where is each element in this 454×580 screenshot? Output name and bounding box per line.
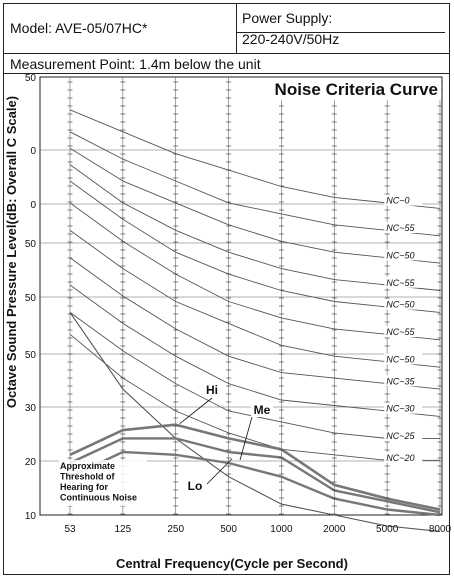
x-tick-label: 250 [167, 524, 184, 535]
spec-sheet: Model: AVE-05/07HC* Power Supply: 220-24… [3, 3, 450, 575]
nc-curve-label: NC~50 [386, 250, 414, 260]
nc-curve-label: NC~25 [386, 431, 415, 441]
nc-label-background [384, 375, 423, 387]
y-tick-label: 50 [25, 239, 37, 250]
x-tick-label: 125 [115, 524, 132, 535]
nc-label-background [384, 298, 423, 310]
x-tick-label: 500 [220, 524, 237, 535]
series-lo-label: Lo [188, 479, 203, 493]
nc-label-background [384, 222, 423, 234]
nc-curve [69, 109, 441, 209]
x-tick-label: 53 [64, 524, 76, 535]
lo-leader [206, 458, 233, 485]
nc-curve-label: NC~30 [386, 404, 414, 414]
measurement-point: Measurement Point: 1.4m below the unit [10, 56, 261, 72]
power-supply-label: Power Supply: [242, 10, 333, 26]
nc-curve-label: NC~0 [386, 196, 409, 206]
header-divider [236, 4, 237, 54]
nc-curve-label: NC~50 [386, 300, 414, 310]
series-lo-line [69, 450, 441, 517]
y-tick-label: 0 [30, 200, 36, 211]
y-tick-label: 50 [25, 73, 37, 84]
nc-curve [69, 202, 441, 341]
nc-curve-label: NC~35 [386, 376, 415, 386]
nc-curve [69, 164, 441, 291]
nc-label-background [384, 249, 423, 261]
lo-label-background [181, 478, 209, 493]
header-row: Model: AVE-05/07HC* Power Supply: 220-24… [4, 4, 449, 54]
y-tick-label: 10 [25, 511, 37, 522]
nc-curve [69, 284, 441, 417]
x-axis-label: Central Frequency(Cycle per Second) [116, 556, 348, 571]
series-hi-line [69, 423, 441, 511]
nc-label-background [384, 402, 423, 414]
threshold-label-line: Approximate [60, 461, 115, 471]
series-hi-label: Hi [206, 383, 218, 397]
me-leader [239, 416, 253, 461]
y-tick-label: 50 [25, 293, 37, 304]
nc-curve-label: NC~55 [386, 278, 415, 288]
me-label-background [251, 403, 273, 417]
x-tick-label: 2000 [323, 524, 346, 535]
power-supply-value: 220-240V/50Hz [242, 31, 340, 47]
power-supply-cell: Power Supply: 220-240V/50Hz [236, 8, 445, 50]
model-label: Model: AVE-05/07HC* [10, 20, 148, 36]
x-tick-label: 5000 [376, 524, 399, 535]
y-axis-label: Octave Sound Pressure Level(dB: Overall … [4, 96, 19, 408]
nc-label-background [384, 353, 423, 365]
series-me-line [69, 437, 441, 514]
nc-label-background [384, 276, 423, 288]
nc-label-background [384, 430, 423, 442]
nc-label-background [384, 326, 423, 338]
measurement-row: Measurement Point: 1.4m below the unit [4, 54, 449, 74]
nc-curve-label: NC~20 [386, 453, 414, 463]
nc-curve [69, 333, 440, 461]
y-tick-label: 0 [30, 146, 36, 157]
power-divider [236, 32, 445, 33]
nc-curve [69, 131, 441, 237]
nc-curve-label: NC~55 [386, 223, 415, 233]
title-background [264, 78, 441, 100]
threshold-label-background [59, 460, 147, 506]
series-me-label: Me [254, 403, 271, 417]
chart-title: Noise Criteria Curve [275, 80, 438, 99]
hi-leader [179, 397, 213, 424]
threshold-label-line: Continuous Noise [60, 493, 137, 503]
nc-curve-label: NC~50 [386, 354, 414, 364]
y-tick-label: 20 [25, 457, 37, 468]
nc-curve [69, 229, 441, 368]
x-tick-label: 1000 [270, 524, 293, 535]
threshold-label-line: Threshold of [60, 472, 115, 482]
nc-curve [69, 257, 441, 390]
nc-curve-label: NC~55 [386, 327, 415, 337]
plot-area [39, 76, 443, 516]
nc-curve [69, 147, 441, 264]
y-tick-label: 50 [25, 350, 37, 361]
nc-curve [69, 180, 441, 313]
threshold-label-line: Hearing for [60, 482, 109, 492]
nc-label-background [384, 194, 423, 206]
hearing-threshold-curve [69, 312, 441, 532]
y-tick-label: 30 [25, 403, 37, 414]
nc-label-background [384, 451, 423, 463]
x-tick-label: 8000 [429, 524, 452, 535]
